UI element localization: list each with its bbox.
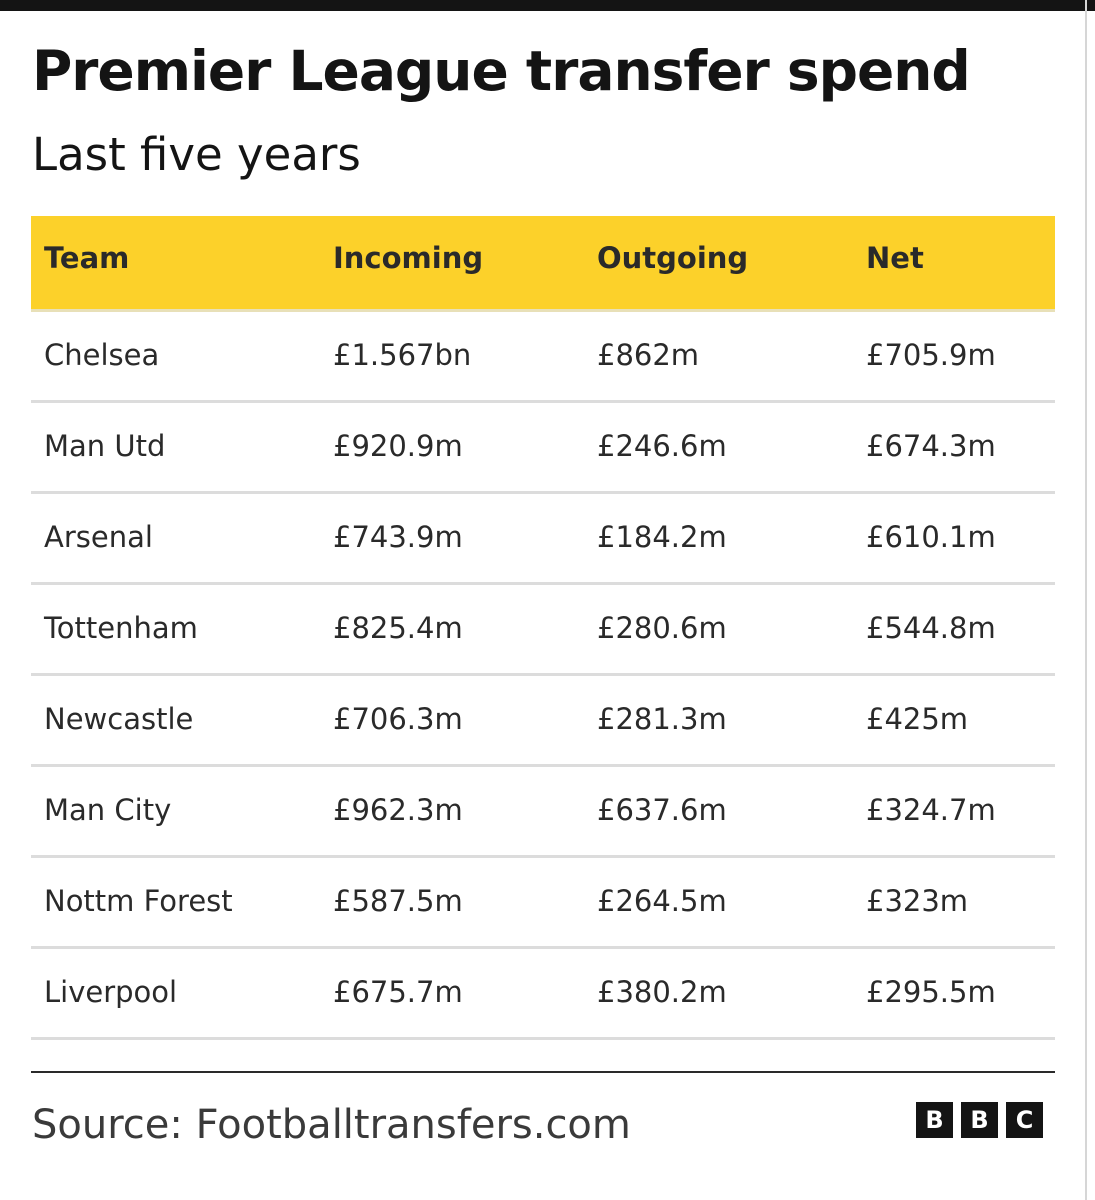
footer-divider <box>31 1071 1055 1073</box>
incoming-cell: £743.9m <box>333 520 463 554</box>
table-row: Tottenham £825.4m £280.6m £544.8m <box>31 585 1055 676</box>
transfer-table: Team Incoming Outgoing Net Chelsea £1.56… <box>31 216 1055 1040</box>
outgoing-cell: £246.6m <box>597 429 727 463</box>
table-row: Newcastle £706.3m £281.3m £425m <box>31 676 1055 767</box>
outgoing-cell: £862m <box>597 338 700 372</box>
net-cell: £610.1m <box>866 520 996 554</box>
net-cell: £674.3m <box>866 429 996 463</box>
team-cell: Nottm Forest <box>44 884 233 918</box>
incoming-cell: £920.9m <box>333 429 463 463</box>
incoming-cell: £675.7m <box>333 975 463 1009</box>
top-border <box>0 0 1095 11</box>
table-row: Liverpool £675.7m £380.2m £295.5m <box>31 949 1055 1040</box>
table-row: Nottm Forest £587.5m £264.5m £323m <box>31 858 1055 949</box>
net-cell: £295.5m <box>866 975 996 1009</box>
net-cell: £323m <box>866 884 969 918</box>
team-cell: Newcastle <box>44 702 194 736</box>
outgoing-cell: £280.6m <box>597 611 727 645</box>
team-cell: Liverpool <box>44 975 178 1009</box>
net-cell: £544.8m <box>866 611 996 645</box>
team-cell: Arsenal <box>44 520 153 554</box>
net-cell: £425m <box>866 702 969 736</box>
incoming-cell: £706.3m <box>333 702 463 736</box>
outgoing-cell: £264.5m <box>597 884 727 918</box>
team-cell: Tottenham <box>44 611 198 645</box>
source-note: Source: Footballtransfers.com <box>32 1102 631 1148</box>
net-cell: £705.9m <box>866 338 996 372</box>
page-subtitle: Last five years <box>32 128 361 181</box>
table-row: Man City £962.3m £637.6m £324.7m <box>31 767 1055 858</box>
bbc-logo-letter: B <box>961 1102 998 1138</box>
outgoing-cell: £184.2m <box>597 520 727 554</box>
right-border <box>1085 0 1087 1200</box>
bbc-logo-letter: B <box>916 1102 953 1138</box>
incoming-cell: £962.3m <box>333 793 463 827</box>
page-title: Premier League transfer spend <box>32 39 971 103</box>
table-row: Chelsea £1.567bn £862m £705.9m <box>31 312 1055 403</box>
table-header-row: Team Incoming Outgoing Net <box>31 216 1055 312</box>
team-cell: Chelsea <box>44 338 160 372</box>
header-incoming: Incoming <box>333 241 484 275</box>
outgoing-cell: £637.6m <box>597 793 727 827</box>
bbc-logo: B B C <box>916 1102 1043 1138</box>
net-cell: £324.7m <box>866 793 996 827</box>
table-row: Man Utd £920.9m £246.6m £674.3m <box>31 403 1055 494</box>
outgoing-cell: £380.2m <box>597 975 727 1009</box>
incoming-cell: £1.567bn <box>333 338 472 372</box>
header-outgoing: Outgoing <box>597 241 749 275</box>
team-cell: Man City <box>44 793 172 827</box>
incoming-cell: £825.4m <box>333 611 463 645</box>
header-team: Team <box>44 241 130 275</box>
table-row: Arsenal £743.9m £184.2m £610.1m <box>31 494 1055 585</box>
incoming-cell: £587.5m <box>333 884 463 918</box>
header-net: Net <box>866 241 924 275</box>
team-cell: Man Utd <box>44 429 166 463</box>
outgoing-cell: £281.3m <box>597 702 727 736</box>
bbc-logo-letter: C <box>1006 1102 1043 1138</box>
